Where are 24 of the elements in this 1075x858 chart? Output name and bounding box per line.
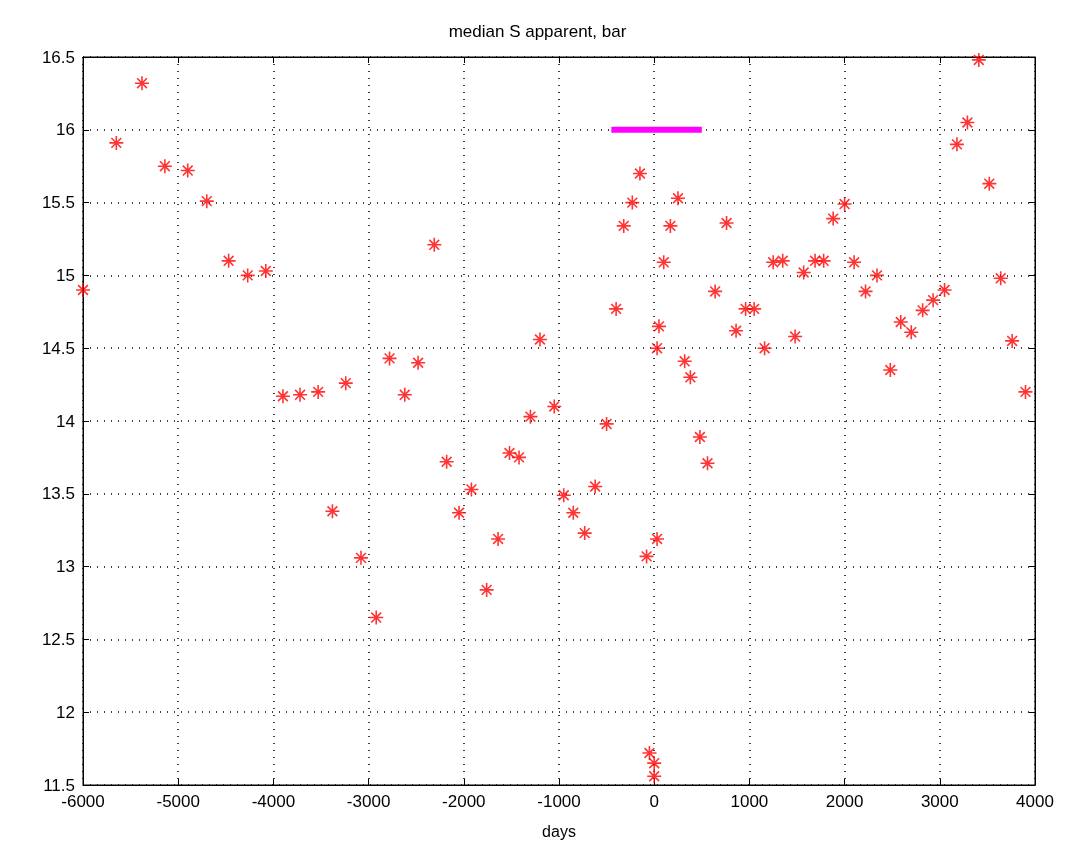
y-tick-label: 13.5	[41, 484, 75, 504]
y-tick-label: 14.5	[41, 338, 75, 358]
x-tick-label: -2000	[442, 792, 486, 811]
chart-title: median S apparent, bar	[448, 22, 627, 41]
x-tick-label: 2000	[825, 792, 864, 811]
y-tick-label: 12	[56, 702, 75, 722]
x-tick-label: -4000	[251, 792, 296, 811]
x-tick-label: 4000	[1016, 792, 1054, 811]
y-tick-label: 16.5	[41, 47, 75, 67]
y-tick-label: 16	[56, 120, 75, 140]
y-tick-label: 15	[56, 265, 75, 285]
y-tick-label: 11.5	[43, 775, 75, 795]
y-tick-label: 15.5	[41, 193, 75, 213]
y-tick-label: 12.5	[41, 629, 75, 649]
x-tick-label: 3000	[920, 792, 959, 811]
x-tick-label: -5000	[156, 792, 200, 811]
x-axis-title: days	[542, 822, 576, 840]
x-tick-label: 0	[649, 792, 659, 811]
y-tick-label: 13	[56, 557, 75, 577]
x-tick-label: -6000	[61, 792, 105, 811]
x-tick-label: -1000	[537, 792, 581, 811]
x-tick-label: -3000	[346, 792, 391, 811]
y-tick-label: 14	[56, 411, 75, 431]
x-tick-label: 1000	[730, 792, 769, 811]
